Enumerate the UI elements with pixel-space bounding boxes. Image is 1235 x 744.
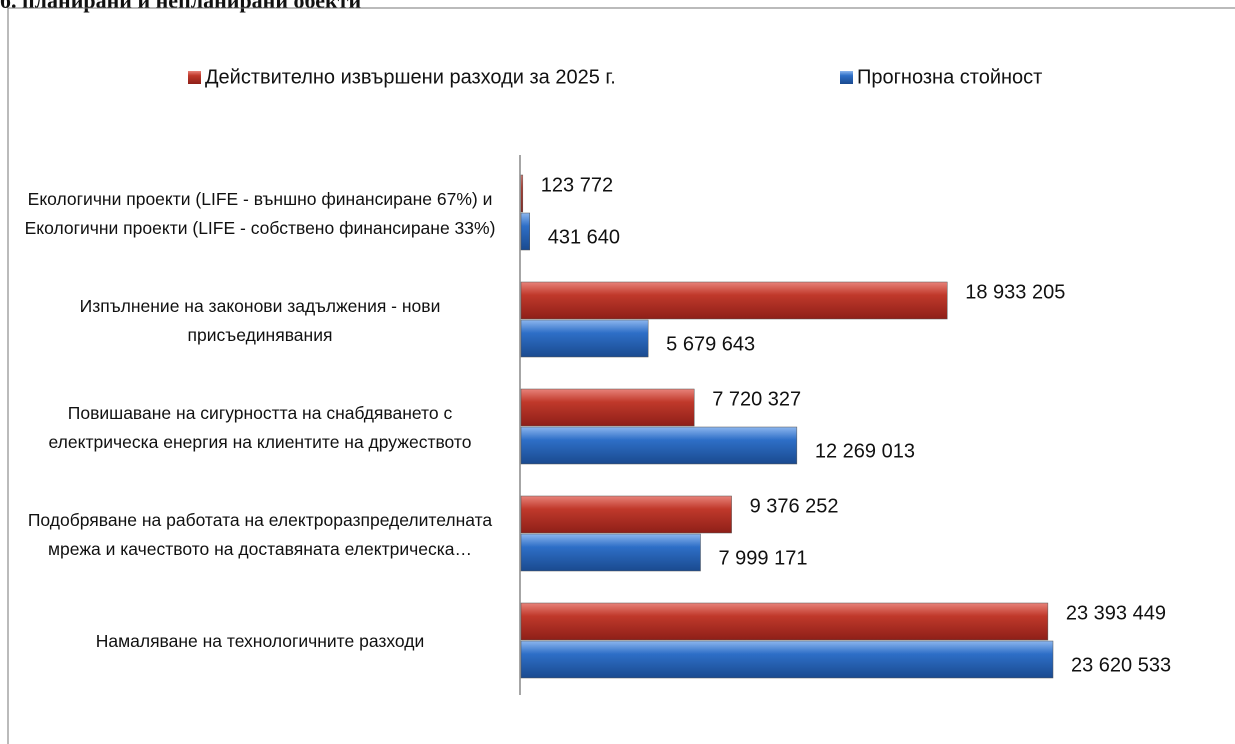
- legend-swatch: [840, 71, 853, 84]
- value-label: 7 720 327: [712, 388, 801, 410]
- bar: [520, 640, 1054, 679]
- value-label: 431 640: [548, 226, 620, 248]
- bar: [520, 533, 701, 572]
- value-label: 23 393 449: [1066, 602, 1166, 624]
- category-label: Екологични проекти (LIFE - външно финанс…: [24, 188, 496, 238]
- category-label: Изпълнение на законови задължения - нови…: [79, 295, 441, 345]
- value-label: 5 679 643: [666, 333, 755, 355]
- bar: [520, 174, 524, 213]
- legend-label: Прогнозна стойност: [857, 66, 1042, 88]
- legend-label: Действително извършени разходи за 2025 г…: [205, 66, 616, 88]
- value-label: 23 620 533: [1071, 654, 1171, 676]
- legend-swatch: [188, 71, 201, 84]
- bar: [520, 281, 948, 320]
- bar: [520, 495, 732, 534]
- value-label: 12 269 013: [815, 440, 915, 462]
- category-label: Подобряване на работата на електроразпре…: [27, 509, 493, 559]
- value-label: 123 772: [541, 174, 613, 196]
- category-label: Намаляване на технологичните разходи: [95, 631, 425, 651]
- value-label: 18 933 205: [965, 281, 1065, 303]
- bar: [520, 388, 695, 427]
- value-label: 7 999 171: [719, 547, 808, 569]
- bar: [520, 602, 1049, 641]
- bar: [520, 212, 530, 251]
- bar: [520, 319, 649, 358]
- category-label: Повишаване на сигурността на снабдяванет…: [48, 402, 472, 452]
- bar: [520, 426, 798, 465]
- chart-frame: [7, 7, 1235, 744]
- chart-title: б. планирани и непланирани обекти: [0, 0, 362, 13]
- value-label: 9 376 252: [750, 495, 839, 517]
